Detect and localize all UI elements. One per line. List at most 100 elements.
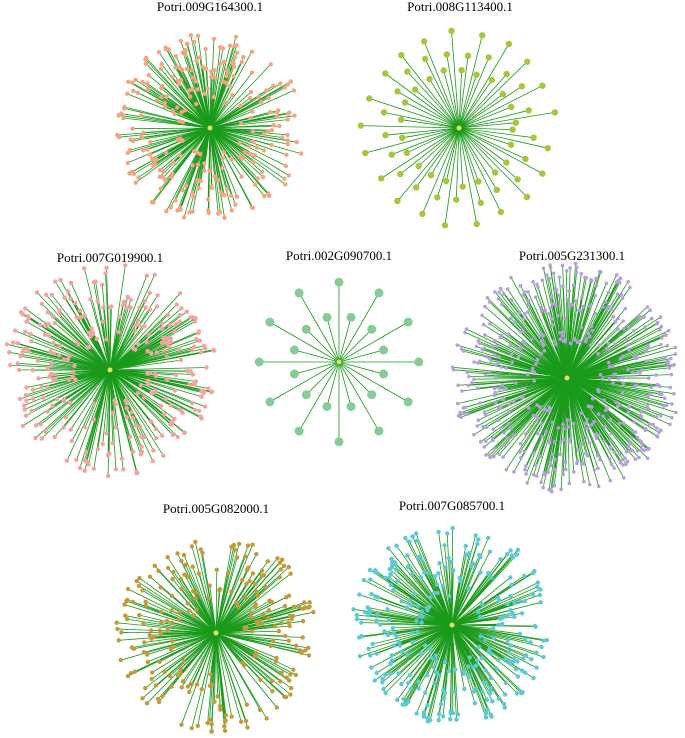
node	[434, 194, 441, 201]
node	[104, 337, 109, 342]
node	[34, 290, 40, 295]
node	[442, 659, 448, 665]
edge	[209, 51, 253, 129]
node	[279, 620, 284, 626]
node	[503, 70, 510, 78]
node	[476, 418, 481, 423]
node	[172, 416, 177, 421]
edge	[458, 122, 516, 129]
node	[435, 590, 440, 596]
node	[426, 570, 432, 575]
node	[216, 178, 221, 183]
node	[499, 365, 504, 369]
node	[274, 705, 279, 710]
node	[639, 440, 644, 444]
edge	[25, 369, 111, 417]
node	[130, 138, 136, 144]
node	[397, 116, 405, 123]
node	[368, 577, 373, 582]
edge	[566, 377, 674, 395]
node	[467, 655, 473, 660]
node	[198, 178, 203, 184]
node	[536, 432, 540, 436]
node	[136, 583, 142, 588]
node	[484, 697, 489, 702]
edge	[451, 624, 477, 690]
node	[283, 182, 288, 187]
node	[130, 126, 135, 131]
node	[49, 292, 55, 298]
node	[179, 558, 184, 564]
node	[507, 332, 511, 336]
node	[159, 609, 164, 615]
node	[4, 342, 10, 347]
node	[122, 104, 127, 110]
node	[568, 266, 572, 270]
node	[168, 336, 173, 341]
node	[486, 572, 491, 577]
edge	[566, 347, 608, 379]
node	[482, 445, 487, 449]
node	[101, 305, 106, 310]
node	[410, 534, 415, 539]
node	[441, 222, 449, 229]
node	[57, 312, 62, 317]
edge	[215, 565, 285, 634]
edge	[84, 369, 111, 471]
node	[502, 431, 507, 435]
edge	[360, 125, 460, 129]
edge	[184, 109, 211, 129]
edge	[215, 632, 277, 659]
node	[373, 568, 378, 573]
node	[250, 542, 255, 547]
edge	[338, 317, 352, 363]
node	[208, 672, 213, 677]
node	[466, 586, 471, 591]
node	[540, 434, 545, 439]
node	[599, 270, 603, 274]
edge	[566, 271, 602, 379]
node	[164, 150, 169, 156]
edge	[209, 109, 279, 129]
node	[648, 308, 652, 313]
node	[261, 612, 266, 618]
node	[614, 400, 618, 405]
edge	[554, 377, 568, 460]
edge	[209, 81, 292, 129]
node	[646, 343, 650, 348]
node	[493, 290, 497, 294]
node	[487, 370, 492, 374]
edge	[474, 361, 568, 379]
node	[289, 369, 299, 379]
node	[637, 455, 641, 460]
node	[623, 456, 627, 461]
node	[186, 574, 191, 579]
node	[612, 466, 616, 470]
node	[200, 550, 205, 556]
edge	[446, 54, 460, 129]
edge	[452, 366, 568, 379]
edge	[209, 127, 297, 143]
edge	[209, 111, 253, 129]
node	[627, 449, 632, 453]
node	[622, 475, 626, 480]
node	[169, 684, 174, 689]
node	[125, 91, 130, 96]
node	[547, 439, 552, 443]
node	[129, 410, 134, 415]
node	[619, 292, 624, 297]
node	[205, 720, 210, 726]
node	[521, 395, 525, 399]
node	[357, 122, 364, 129]
edge	[404, 102, 460, 129]
edge	[209, 127, 213, 188]
edge	[566, 355, 624, 379]
node	[630, 448, 635, 453]
node	[112, 398, 117, 403]
edge	[209, 64, 271, 129]
node	[418, 575, 424, 580]
edge	[484, 377, 568, 413]
edge	[109, 275, 148, 371]
edge	[536, 284, 568, 379]
node	[491, 635, 496, 640]
